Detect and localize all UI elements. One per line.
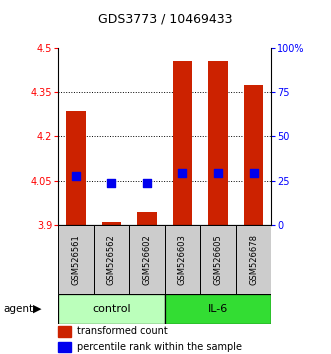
Text: control: control xyxy=(92,304,131,314)
Bar xyxy=(66,111,85,225)
Text: GSM526605: GSM526605 xyxy=(213,234,222,285)
Bar xyxy=(58,326,71,337)
Point xyxy=(109,181,114,186)
Text: GSM526678: GSM526678 xyxy=(249,234,258,285)
Text: transformed count: transformed count xyxy=(77,326,168,336)
Text: GDS3773 / 10469433: GDS3773 / 10469433 xyxy=(98,12,233,25)
Point xyxy=(73,173,78,179)
Bar xyxy=(208,61,228,225)
Bar xyxy=(129,225,165,294)
Bar xyxy=(137,211,157,225)
Text: IL-6: IL-6 xyxy=(208,304,228,314)
Text: agent: agent xyxy=(3,304,33,314)
Point xyxy=(251,170,256,176)
Point xyxy=(144,181,150,186)
Text: GSM526561: GSM526561 xyxy=(71,234,80,285)
Text: ▶: ▶ xyxy=(33,304,42,314)
Bar xyxy=(236,225,271,294)
Bar xyxy=(165,294,271,324)
Bar xyxy=(102,222,121,225)
Point xyxy=(215,170,221,176)
Bar xyxy=(173,61,192,225)
Bar xyxy=(200,225,236,294)
Text: percentile rank within the sample: percentile rank within the sample xyxy=(77,342,242,352)
Bar xyxy=(58,342,71,353)
Bar xyxy=(165,225,200,294)
Text: GSM526603: GSM526603 xyxy=(178,234,187,285)
Bar xyxy=(244,85,263,225)
Bar xyxy=(58,225,93,294)
Bar xyxy=(93,225,129,294)
Bar xyxy=(58,294,165,324)
Text: GSM526602: GSM526602 xyxy=(142,234,151,285)
Point xyxy=(180,170,185,176)
Text: GSM526562: GSM526562 xyxy=(107,234,116,285)
